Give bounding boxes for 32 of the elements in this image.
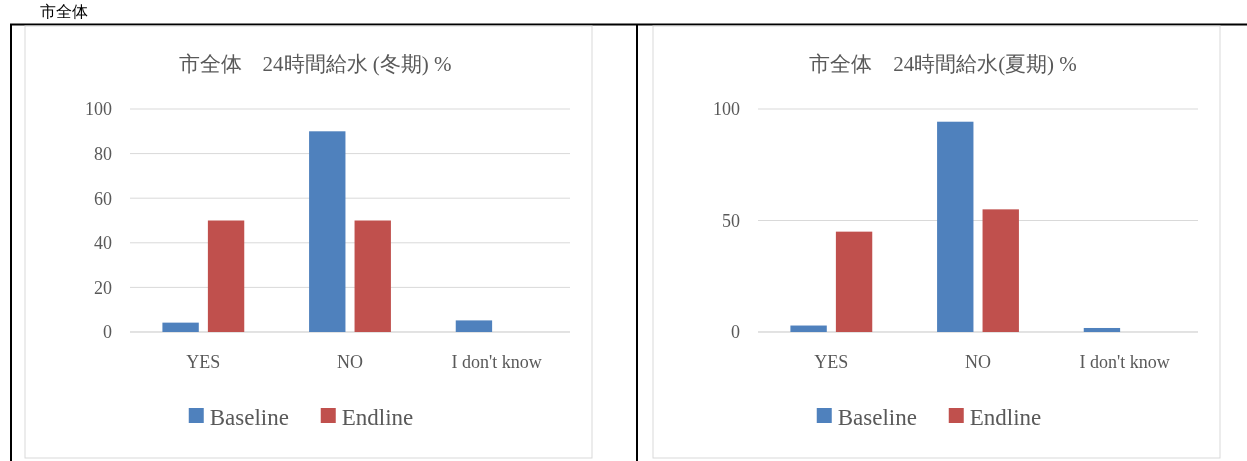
y-tick-label: 0 [731,322,740,343]
legend-label: Baseline [209,405,289,431]
x-tick-label: NO [965,352,991,372]
legend-label: Endline [969,405,1042,431]
y-tick-label: 60 [94,188,112,209]
legend-label: Endline [341,405,414,431]
bar [982,209,1019,332]
bar [790,325,827,332]
bar [1083,327,1121,332]
y-tick-label: 40 [94,233,112,254]
x-tick-label: I don't know [451,352,542,372]
bar [937,121,974,332]
x-tick-label: I don't know [1079,352,1170,372]
chart-title: 市全体 24時間給水 (冬期) % [178,52,452,76]
text: 市全体 [40,2,88,21]
x-tick-label: YES [186,352,221,372]
bar [455,320,493,332]
y-tick-label: 20 [94,277,112,298]
x-tick-label: YES [814,352,849,372]
bar [835,231,873,332]
y-tick-label: 50 [722,210,740,231]
bar [354,220,391,332]
y-tick-label: 100 [713,99,740,120]
y-tick-label: 0 [103,322,112,343]
x-tick-label: NO [337,352,363,372]
legend-label: Baseline [837,405,917,431]
bar [162,322,199,332]
bar [309,131,346,332]
chart-title: 市全体 24時間給水(夏期) % [809,52,1077,76]
bar [207,220,245,332]
y-tick-label: 80 [94,143,112,164]
y-tick-label: 100 [85,99,112,120]
